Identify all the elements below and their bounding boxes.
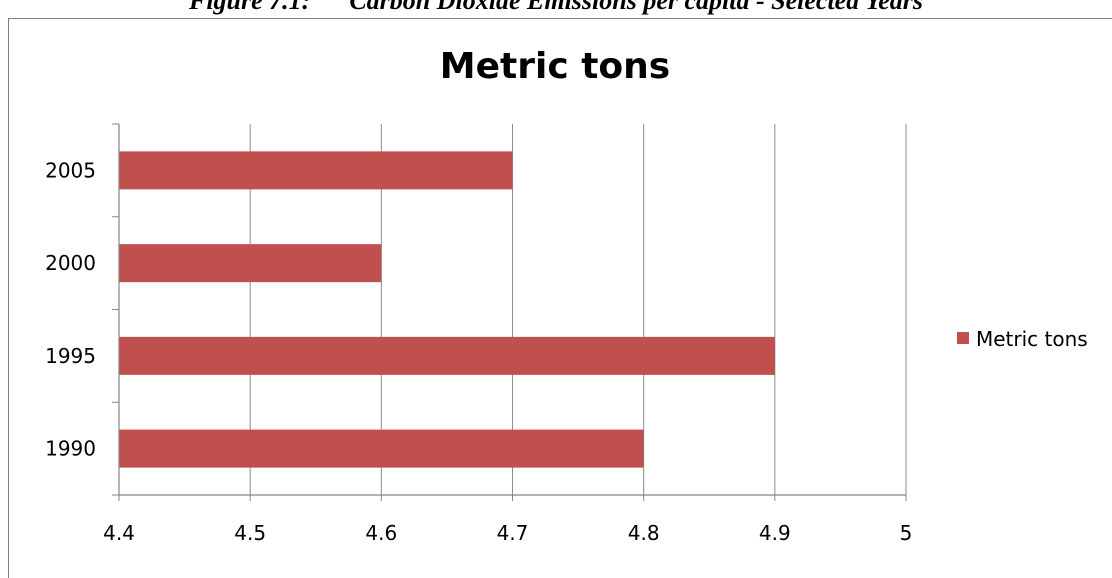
x-tick-label: 4.4 <box>103 521 135 545</box>
bar-2005 <box>119 151 513 190</box>
axes <box>112 123 906 496</box>
bar-1995 <box>119 336 775 375</box>
category-label: 1990 <box>45 437 96 461</box>
category-label: 2005 <box>45 158 96 182</box>
x-tick-label: 4.9 <box>759 521 791 545</box>
category-labels: 1990 1995 2000 2005 <box>45 158 96 460</box>
category-label: 1995 <box>45 344 96 368</box>
chart-title: Metric tons <box>440 46 670 87</box>
bar-1990 <box>119 429 644 468</box>
legend-label: Metric tons <box>976 327 1088 351</box>
x-tick-label: 4.7 <box>497 521 529 545</box>
bar-2000 <box>119 244 382 283</box>
x-tick-label: 4.6 <box>365 521 397 545</box>
category-label: 2000 <box>45 251 96 275</box>
x-tick-label: 4.5 <box>234 521 266 545</box>
x-tick-label: 4.8 <box>628 521 660 545</box>
chart-area <box>8 18 1112 578</box>
x-tick-label: 5 <box>900 521 913 545</box>
legend-swatch <box>957 332 969 344</box>
legend: Metric tons <box>957 327 1088 351</box>
figure-caption: Figure 7.1: Carbon Dioxide Emissions per… <box>188 0 924 15</box>
bars <box>119 151 775 468</box>
x-tick-labels: 4.4 4.5 4.6 4.7 4.8 4.9 5 <box>103 521 912 545</box>
